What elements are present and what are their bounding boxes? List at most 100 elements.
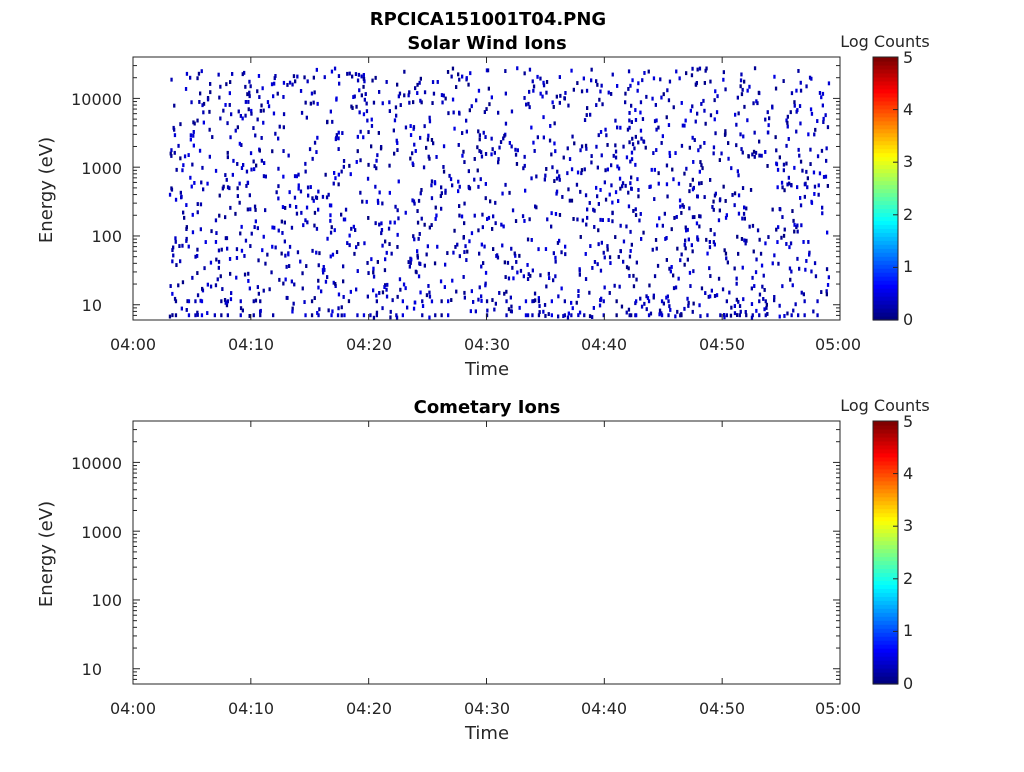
colorbar-tick-label: 2 bbox=[903, 205, 913, 224]
heatmap-cell bbox=[297, 186, 300, 191]
heatmap-cell bbox=[344, 207, 348, 212]
heatmap-cell bbox=[316, 135, 319, 140]
heatmap-cell bbox=[758, 292, 762, 297]
heatmap-cell bbox=[776, 167, 780, 172]
heatmap-cell bbox=[273, 225, 276, 230]
heatmap-cell bbox=[628, 274, 631, 278]
heatmap-cell bbox=[809, 162, 812, 166]
colorbar-segment bbox=[873, 532, 898, 538]
heatmap-cell bbox=[822, 120, 825, 124]
heatmap-cell bbox=[531, 299, 534, 304]
heatmap-cell bbox=[494, 301, 497, 306]
heatmap-cell bbox=[442, 165, 445, 169]
heatmap-cell bbox=[756, 228, 760, 233]
heatmap-cell bbox=[797, 69, 800, 73]
heatmap-cell bbox=[718, 208, 721, 213]
heatmap-cell bbox=[381, 101, 384, 106]
heatmap-cell bbox=[782, 168, 785, 173]
heatmap-cell bbox=[450, 74, 453, 79]
colorbar-segment bbox=[873, 296, 898, 301]
heatmap-cell bbox=[431, 80, 435, 84]
heatmap-cell bbox=[697, 148, 700, 153]
heatmap-cell bbox=[206, 282, 209, 287]
heatmap-cell bbox=[428, 119, 432, 124]
heatmap-cell bbox=[826, 283, 830, 287]
heatmap-cell bbox=[642, 230, 645, 235]
colorbar-segment bbox=[873, 544, 898, 550]
heatmap-cell bbox=[667, 123, 671, 127]
heatmap-cell bbox=[497, 110, 500, 115]
heatmap-cell bbox=[335, 250, 339, 254]
heatmap-cell bbox=[543, 177, 546, 182]
heatmap-cell bbox=[632, 209, 635, 213]
heatmap-cell bbox=[199, 202, 203, 207]
heatmap-cell bbox=[754, 150, 758, 155]
heatmap-cell bbox=[425, 145, 428, 150]
heatmap-cell bbox=[348, 233, 351, 238]
heatmap-cell bbox=[739, 78, 743, 83]
heatmap-cell bbox=[249, 151, 253, 156]
heatmap-cell bbox=[255, 163, 258, 168]
heatmap-cell bbox=[236, 194, 239, 198]
heatmap-cell bbox=[388, 109, 391, 113]
heatmap-cell bbox=[244, 113, 247, 118]
heatmap-cell bbox=[451, 183, 454, 188]
heatmap-cell bbox=[566, 315, 570, 320]
colorbar-segment bbox=[873, 676, 898, 681]
heatmap-cell bbox=[763, 288, 766, 292]
heatmap-cell bbox=[280, 219, 283, 224]
heatmap-cell bbox=[606, 247, 609, 252]
heatmap-cell bbox=[744, 241, 747, 246]
heatmap-cell bbox=[505, 313, 508, 318]
heatmap-cell bbox=[528, 105, 531, 110]
heatmap-cell bbox=[677, 276, 680, 281]
heatmap-cell bbox=[313, 223, 316, 228]
heatmap-cell bbox=[465, 118, 468, 123]
heatmap-cell bbox=[781, 185, 784, 190]
heatmap-cell bbox=[403, 69, 406, 74]
heatmap-cell bbox=[673, 216, 676, 220]
heatmap-cell bbox=[473, 213, 476, 218]
heatmap-cell bbox=[614, 149, 618, 154]
heatmap-cell bbox=[514, 147, 517, 152]
heatmap-cell bbox=[512, 276, 515, 281]
heatmap-cell bbox=[239, 231, 242, 236]
heatmap-cell bbox=[187, 299, 191, 304]
heatmap-cell bbox=[394, 204, 397, 209]
heatmap-cell bbox=[215, 257, 218, 262]
x-tick-label: 04:30 bbox=[464, 335, 510, 354]
heatmap-cell bbox=[411, 161, 414, 166]
heatmap-cell bbox=[342, 164, 345, 169]
heatmap-cell bbox=[349, 289, 352, 294]
heatmap-cell bbox=[611, 210, 614, 215]
heatmap-cell bbox=[282, 281, 285, 286]
colorbar-segment bbox=[873, 480, 898, 486]
heatmap-cell bbox=[201, 286, 204, 291]
heatmap-cell bbox=[651, 96, 654, 101]
heatmap-cell bbox=[475, 98, 478, 103]
heatmap-cell bbox=[762, 297, 765, 301]
heatmap-cell bbox=[407, 93, 410, 98]
heatmap-cell bbox=[434, 217, 437, 221]
heatmap-cell bbox=[648, 283, 651, 288]
heatmap-cell bbox=[691, 187, 695, 192]
heatmap-cell bbox=[657, 171, 660, 176]
heatmap-cell bbox=[544, 247, 548, 251]
heatmap-cell bbox=[788, 266, 792, 271]
heatmap-cell bbox=[788, 245, 791, 250]
heatmap-cell bbox=[730, 166, 733, 171]
heatmap-cell bbox=[660, 313, 664, 318]
heatmap-cell bbox=[262, 108, 265, 113]
heatmap-cell bbox=[292, 301, 295, 306]
heatmap-cell bbox=[262, 234, 265, 239]
colorbar-segment bbox=[873, 284, 898, 289]
heatmap-cell bbox=[699, 314, 702, 319]
heatmap-cell bbox=[275, 190, 278, 195]
heatmap-cell bbox=[497, 160, 500, 165]
heatmap-cell bbox=[440, 299, 443, 304]
heatmap-cell bbox=[688, 270, 692, 275]
heatmap-cell bbox=[185, 227, 188, 231]
heatmap-cell bbox=[273, 81, 276, 86]
heatmap-cell bbox=[421, 299, 424, 304]
